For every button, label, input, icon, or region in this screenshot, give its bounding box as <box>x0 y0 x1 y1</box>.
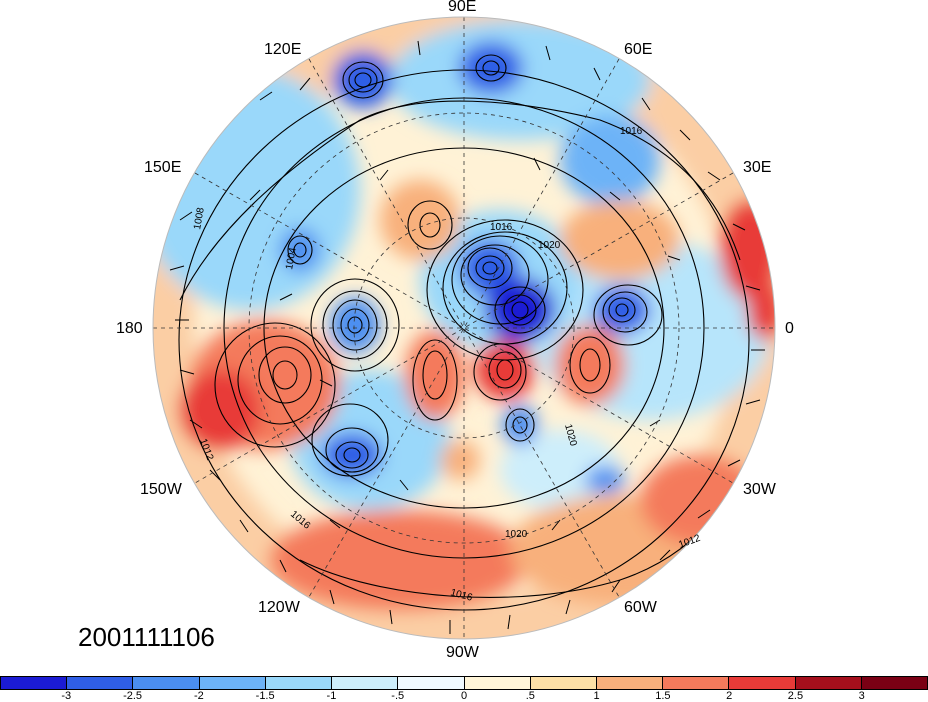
lon-label-90e: 90E <box>448 0 477 15</box>
colorbar-tick-label: -2 <box>193 690 204 702</box>
contour-label: 1016 <box>490 222 513 233</box>
colorbar-tick-label: .5 <box>525 690 535 702</box>
colorbar-swatch <box>133 677 200 689</box>
lon-label-0: 0 <box>785 320 794 337</box>
lon-label-150w: 150W <box>140 481 182 498</box>
colorbar-swatch <box>530 677 597 689</box>
lon-label-30e: 30E <box>743 159 772 176</box>
contour-label: 1004 <box>284 246 299 270</box>
colorbar-swatch <box>1 677 68 689</box>
colorbar-tick-label: -2.5 <box>123 690 143 702</box>
contour-label: 1020 <box>538 240 561 251</box>
colorbar-swatch <box>199 677 266 689</box>
graticule <box>153 17 775 639</box>
colorbar <box>0 676 928 690</box>
contour-label: 1016 <box>620 126 643 137</box>
lon-label-90w: 90W <box>446 644 479 661</box>
colorbar-tick-label: 1.5 <box>655 690 671 702</box>
colorbar-tick-label: -3 <box>61 690 72 702</box>
colorbar-tick-label: 1 <box>593 690 600 702</box>
colorbar-tick-label: 3 <box>858 690 865 702</box>
colorbar-swatch <box>265 677 333 689</box>
lon-label-180: 180 <box>116 320 143 337</box>
colorbar-swatch <box>861 677 928 689</box>
colorbar-tick-label: 2.5 <box>787 690 804 702</box>
colorbar-swatch <box>398 677 465 689</box>
colorbar-tick-label: 0 <box>460 690 468 702</box>
colorbar-tick-label: -.5 <box>391 690 405 702</box>
colorbar-swatch <box>332 677 399 689</box>
colorbar-swatch <box>464 677 531 689</box>
lon-label-150e: 150E <box>144 159 182 176</box>
lon-label-30w: 30W <box>743 481 776 498</box>
lon-label-120w: 120W <box>258 599 300 616</box>
colorbar-swatch <box>663 677 730 689</box>
lon-label-60e: 60E <box>624 41 653 58</box>
lon-label-120e: 120E <box>264 41 302 58</box>
colorbar-swatch <box>795 677 862 689</box>
colorbar-tick-label: -1 <box>326 690 337 702</box>
contour-label: 1020 <box>505 529 528 540</box>
colorbar-tick-label: 2 <box>726 690 733 702</box>
date-stamp: 2001111106 <box>78 622 215 652</box>
colorbar-swatch <box>596 677 664 689</box>
colorbar-tick-label: -1.5 <box>255 690 275 702</box>
contour-label: 1008 <box>192 206 207 230</box>
anomaly-field <box>153 17 775 639</box>
colorbar-swatch <box>67 677 134 689</box>
lon-label-60w: 60W <box>624 599 657 616</box>
colorbar-swatch <box>729 677 796 689</box>
